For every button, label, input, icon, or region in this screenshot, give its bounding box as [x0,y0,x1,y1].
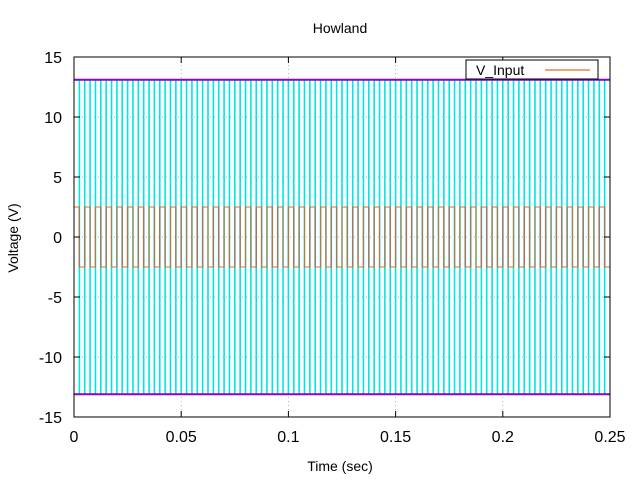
x-tick-label: 0.15 [380,429,411,446]
legend-box [465,59,599,80]
series-layer [74,78,610,396]
axes [73,56,611,418]
y-tick-label: 15 [44,50,62,67]
y-tick-label: -5 [48,290,62,307]
series-line-0 [74,206,610,268]
y-tick-label: -15 [39,410,62,427]
y-tick-label: 0 [53,230,62,247]
legend: V_Input [465,59,599,80]
x-tick-label: 0.1 [277,429,299,446]
chart-title: Howland [313,20,367,36]
x-tick-label: 0.2 [492,429,514,446]
y-tick-label: -10 [39,350,62,367]
legend-label-v-input: V_Input [476,62,524,78]
y-tick-label: 5 [53,170,62,187]
x-tick-label: 0.25 [594,429,625,446]
tick-labels: 0 0.05 0.1 0.15 0.2 0.25 -15 -10 -5 0 5 10 15 [39,50,626,446]
y-axis-title: Voltage (V) [5,203,21,272]
x-axis-title: Time (sec) [307,458,373,474]
y-tick-label: 10 [44,110,62,127]
x-tick-label: 0.05 [166,429,197,446]
x-tick-label: 0 [70,429,79,446]
